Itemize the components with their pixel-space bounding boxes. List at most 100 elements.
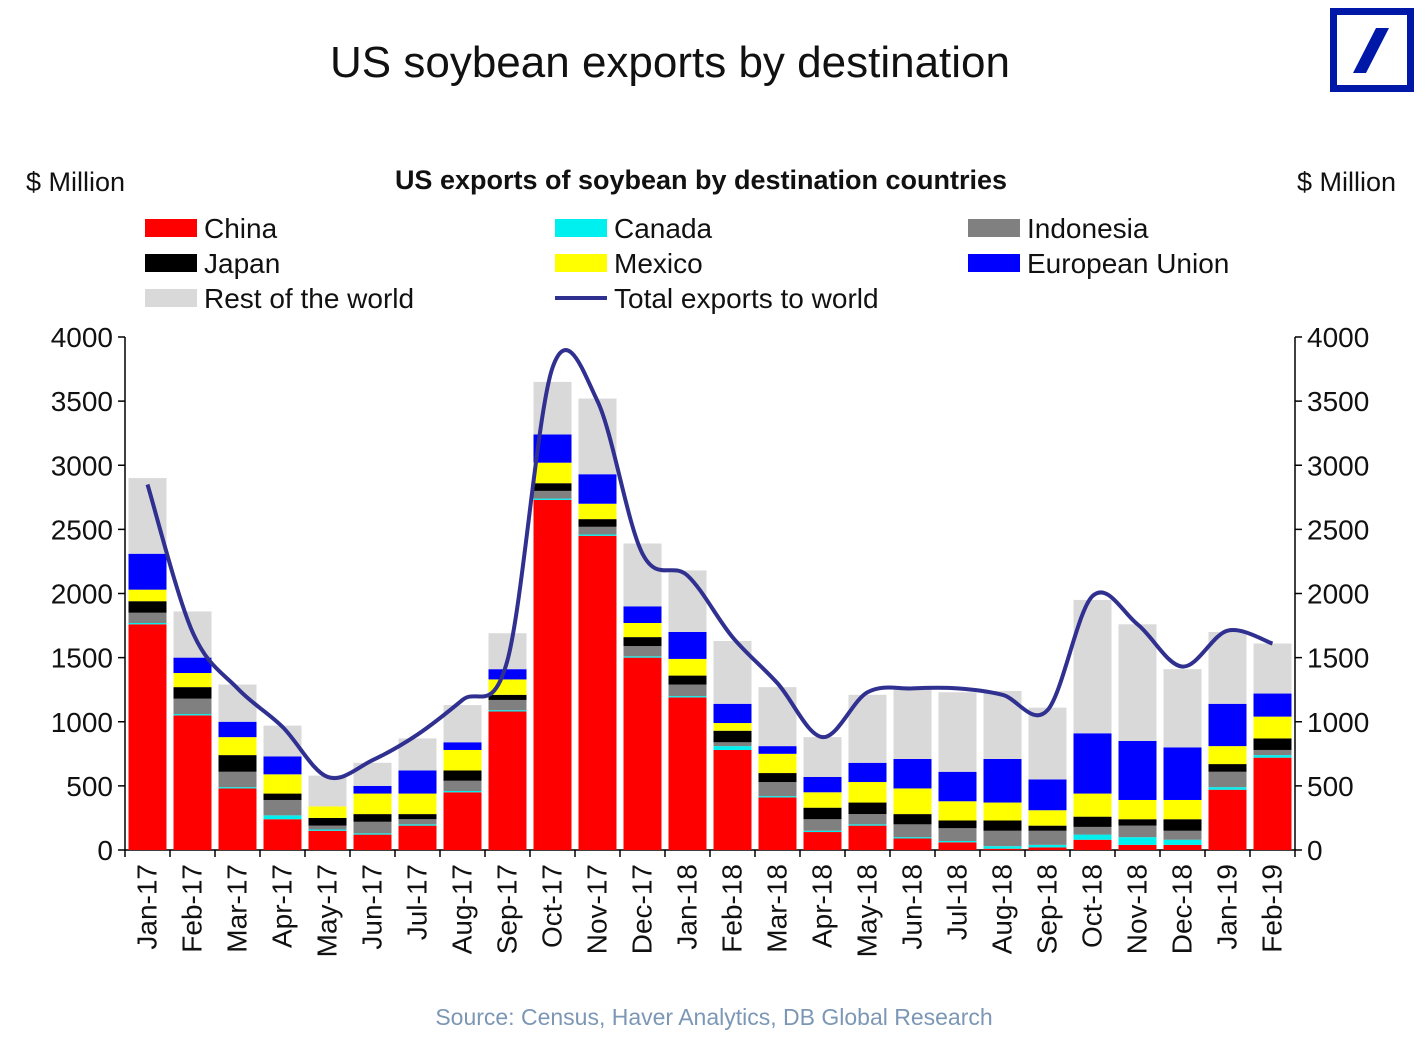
bar-segment-european-union: [578, 474, 617, 504]
bar-segment-mexico: [1118, 799, 1157, 820]
bar-segment-indonesia: [308, 825, 347, 830]
x-tick-label: May-18: [852, 864, 883, 957]
bar-segment-rest-of-the-world: [893, 687, 932, 759]
bar-segment-japan: [623, 637, 662, 647]
bar-segment-japan: [443, 770, 482, 781]
bar-segment-mexico: [128, 589, 167, 602]
bar-segment-china: [803, 832, 842, 850]
bar-segment-china: [1253, 757, 1292, 850]
bar-segment-rest-of-the-world: [758, 687, 797, 747]
bar-segment-european-union: [398, 770, 437, 794]
bar-segment-canada: [443, 791, 482, 793]
x-tick-label: Dec-17: [627, 864, 658, 954]
legend-label-canada: Canada: [614, 213, 713, 244]
bar-segment-japan: [263, 793, 302, 800]
x-tick-label: Jun-17: [357, 864, 388, 950]
bar-segment-canada: [308, 829, 347, 831]
bar-segment-canada: [1028, 844, 1067, 848]
bar-segment-indonesia: [1073, 826, 1112, 835]
bar-segment-japan: [893, 814, 932, 825]
legend-swatch-japan: [145, 254, 197, 272]
bar-segment-european-union: [353, 785, 392, 794]
bar-segment-indonesia: [173, 698, 212, 715]
bar-segment-european-union: [1028, 779, 1067, 811]
bar-segment-china: [1073, 839, 1112, 850]
bar-segment-canada: [848, 824, 887, 826]
legend-label-china: China: [204, 213, 278, 244]
bar-segment-japan: [1208, 764, 1247, 772]
bar-segment-indonesia: [623, 646, 662, 657]
bar-segment-mexico: [938, 801, 977, 821]
bar-segment-rest-of-the-world: [1118, 624, 1157, 741]
bar-segment-indonesia: [1208, 771, 1247, 788]
bars: [128, 381, 1292, 850]
bar-segment-china: [263, 819, 302, 850]
x-tick-label: Jan-17: [132, 864, 163, 950]
bar-segment-china: [623, 657, 662, 850]
x-tick-label: Feb-18: [717, 864, 748, 953]
bar-segment-indonesia: [128, 612, 167, 623]
bar-segment-mexico: [1253, 716, 1292, 739]
bar-segment-japan: [1253, 738, 1292, 750]
bar-segment-japan: [1028, 825, 1067, 831]
bar-segment-china: [668, 697, 707, 850]
bar-segment-canada: [713, 746, 752, 750]
bar-segment-indonesia: [1253, 749, 1292, 756]
x-tick-label: Jul-17: [402, 864, 433, 940]
bar-segment-china: [353, 834, 392, 850]
bar-segment-mexico: [848, 782, 887, 803]
bar-segment-japan: [488, 694, 527, 700]
bar-segment-japan: [983, 820, 1022, 831]
bar-segment-indonesia: [353, 821, 392, 834]
bar-segment-china: [1208, 789, 1247, 850]
bar-segment-japan: [398, 814, 437, 820]
bar-segment-indonesia: [218, 771, 257, 788]
y-tick-label-left: 2500: [51, 514, 113, 545]
bar-segment-japan: [128, 601, 167, 613]
bar-segment-canada: [353, 833, 392, 835]
bar-segment-mexico: [668, 658, 707, 676]
page-title: US soybean exports by destination: [330, 38, 1010, 87]
bar-segment-canada: [983, 846, 1022, 849]
bar-segment-japan: [803, 807, 842, 820]
total-line-layer: [145, 348, 1274, 781]
bar-segment-china: [488, 711, 527, 850]
bar-segment-canada: [1118, 837, 1157, 845]
y-tick-label-left: 0: [97, 835, 113, 866]
bar-segment-european-union: [803, 776, 842, 793]
legend-swatch-canada: [555, 219, 607, 237]
legend-swatch-european-union: [968, 254, 1020, 272]
bar-segment-rest-of-the-world: [1028, 707, 1067, 780]
x-tick-label: Mar-18: [762, 864, 793, 953]
bar-segment-japan: [668, 675, 707, 685]
bar-segment-european-union: [668, 631, 707, 659]
bar-segment-european-union: [218, 721, 257, 738]
bar-segment-china: [398, 825, 437, 850]
bar-segment-mexico: [623, 622, 662, 638]
y-tick-label-right: 4000: [1307, 322, 1369, 353]
legend-swatch-mexico: [555, 254, 607, 272]
bar-segment-china: [1163, 844, 1202, 850]
bar-segment-canada: [623, 656, 662, 658]
bar-segment-indonesia: [1163, 830, 1202, 840]
bar-segment-mexico: [1163, 799, 1202, 820]
bar-segment-japan: [1163, 819, 1202, 831]
bar-segment-mexico: [893, 788, 932, 815]
x-tick-label: Nov-18: [1122, 864, 1153, 954]
axes: 0 0 500 500 1000 1000 1500 1500 2000 2000 2500 2500…: [51, 322, 1370, 957]
x-tick-label: Feb-19: [1257, 864, 1288, 953]
x-tick-label: Dec-18: [1167, 864, 1198, 954]
bar-segment-mexico: [1028, 810, 1067, 826]
y-tick-label-right: 1500: [1307, 643, 1369, 674]
bar-segment-european-union: [1208, 703, 1247, 747]
bar-segment-mexico: [803, 792, 842, 808]
bar-segment-rest-of-the-world: [938, 692, 977, 772]
bar-segment-mexico: [1073, 793, 1112, 817]
bar-segment-japan: [848, 802, 887, 815]
bar-segment-mexico: [353, 793, 392, 815]
legend: China Canada Indonesia Japan Mexico European …: [145, 213, 1229, 314]
x-tick-label: Jun-18: [897, 864, 928, 950]
x-tick-label: Oct-17: [537, 864, 568, 948]
bar-segment-japan: [578, 519, 617, 527]
bar-segment-japan: [308, 817, 347, 826]
